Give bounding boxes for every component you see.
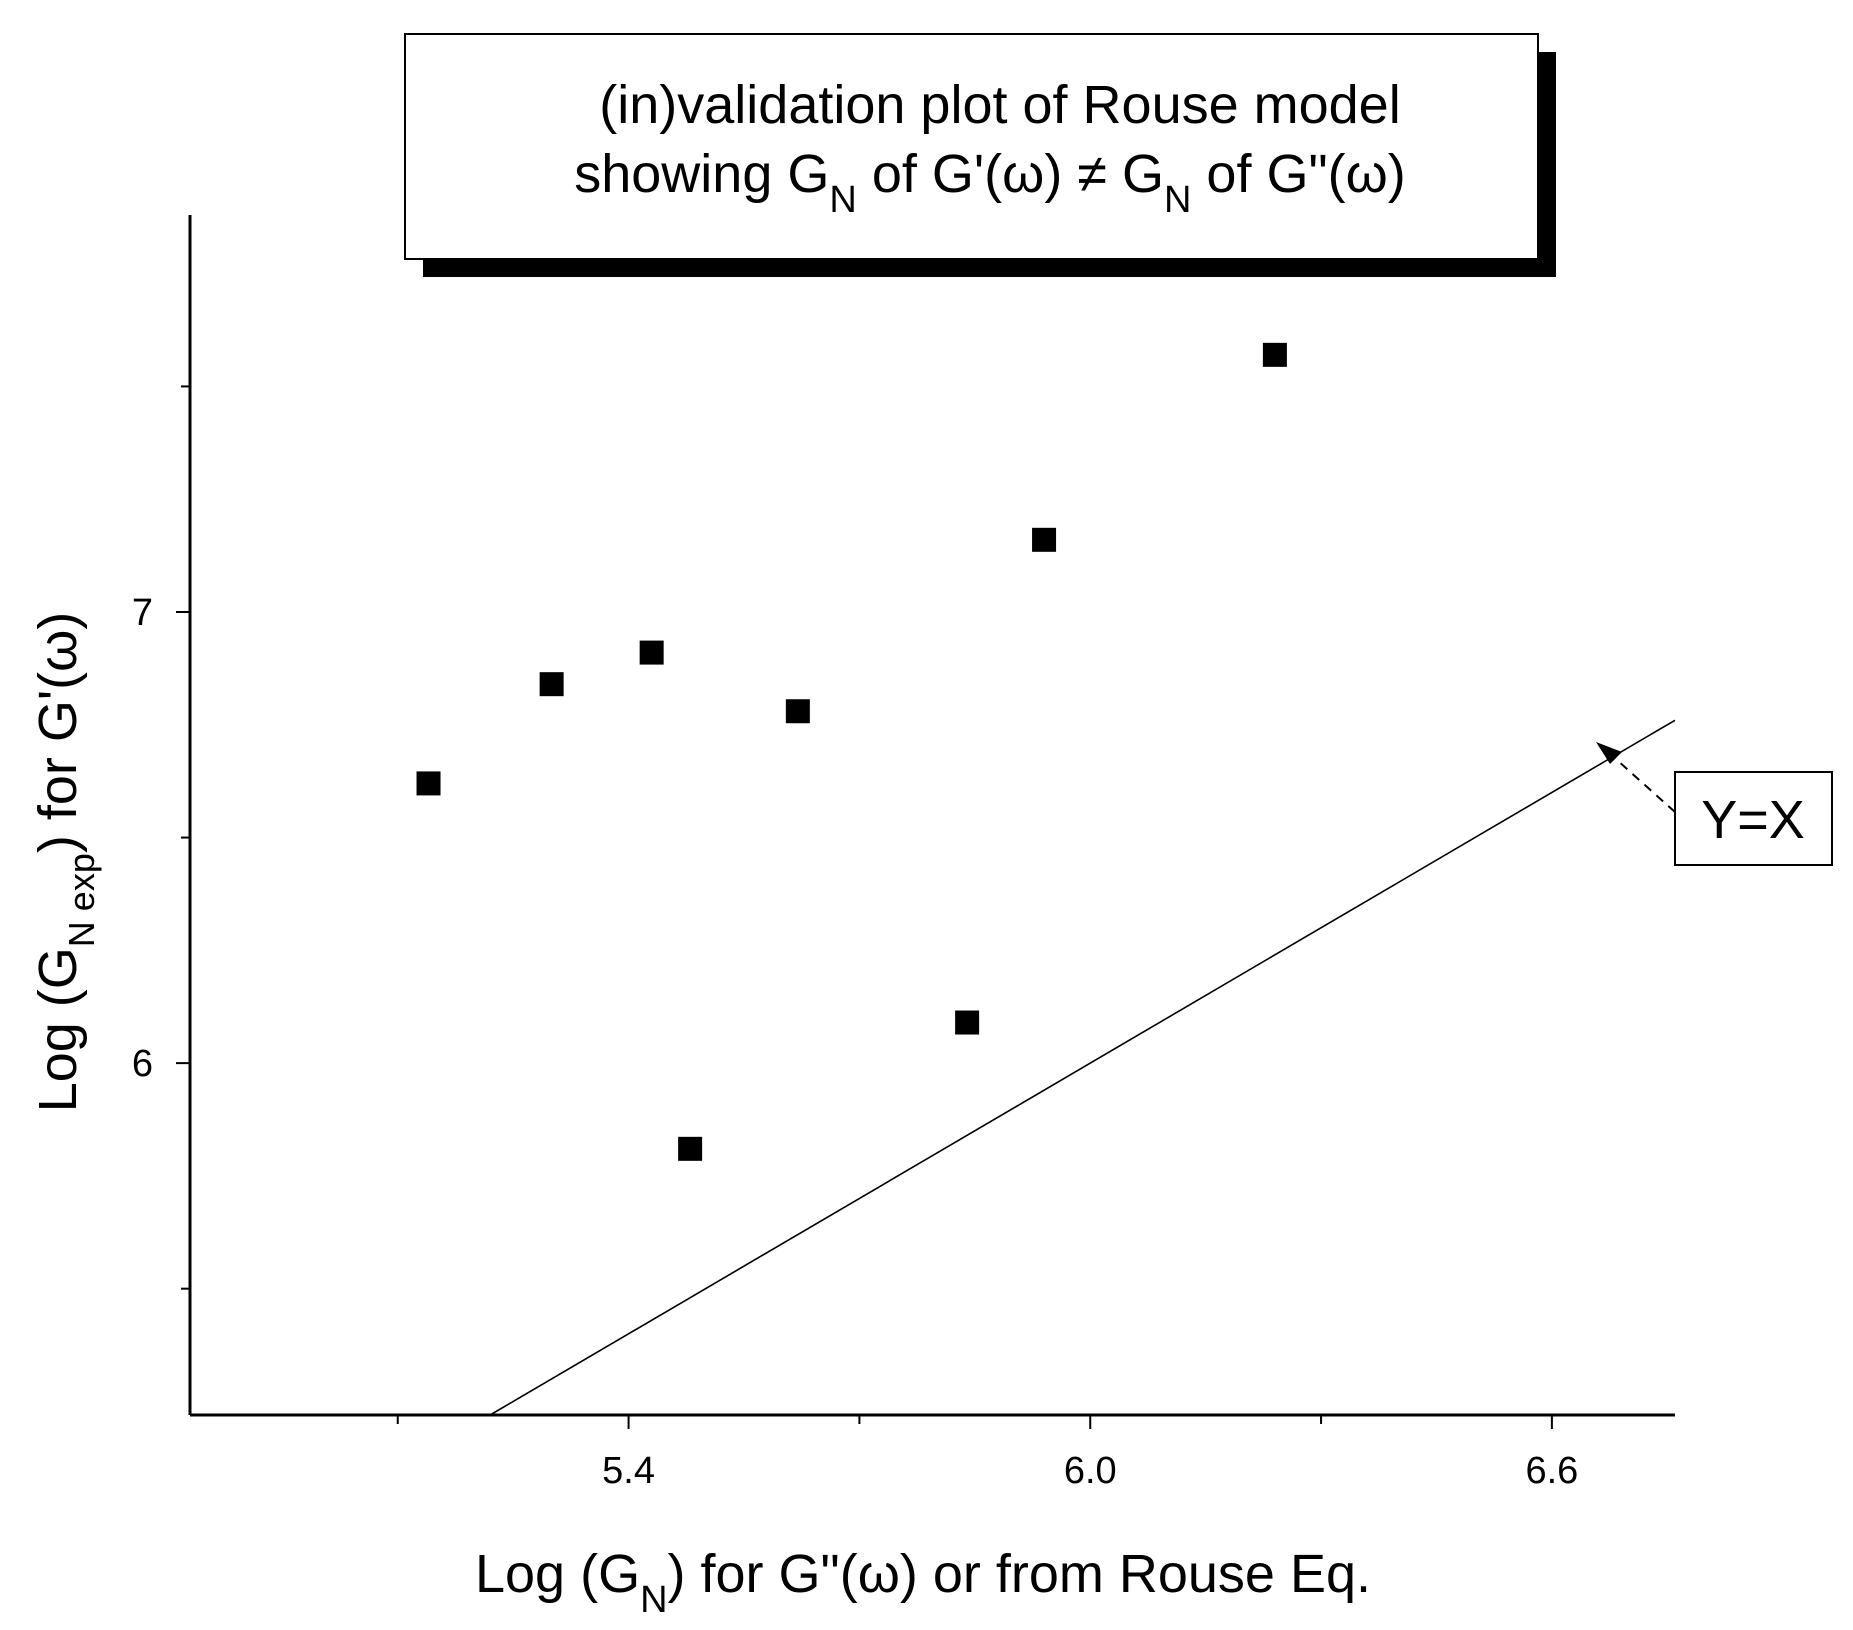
reference-arrow-head: [1596, 742, 1622, 764]
chart-title-line-2: showing GN of G'(ω) ≠ GN of G"(ω): [574, 144, 1406, 221]
x-axis-title-part-2: ) for G"(ω) or from Rouse Eq.: [668, 1544, 1371, 1604]
x-axis-title: Log (GN) for G"(ω) or from Rouse Eq.: [475, 1544, 1371, 1621]
title-box: (in)validation plot of Rouse model showi…: [404, 33, 1556, 277]
chart-title-line-2-part-3: of G"(ω): [1191, 144, 1405, 204]
data-point: [785, 699, 810, 724]
chart-title-line-2-part-2: of G'(ω) ≠ G: [857, 144, 1164, 204]
title-box-frame: [404, 33, 1539, 260]
data-point: [1262, 342, 1287, 367]
data-point: [678, 1136, 703, 1161]
y-tick-label: 7: [132, 592, 153, 634]
data-point: [639, 640, 664, 665]
y-axis-title: Log (GN exp) for G'(ω): [28, 612, 102, 1113]
x-axis-title-part-1: Log (G: [475, 1544, 640, 1604]
chart-title-line-2-subscript-2: N: [1164, 179, 1191, 221]
y-axis-title-subscript: N exp: [61, 853, 102, 947]
axes: [188, 215, 1675, 1417]
x-tick-label: 6.0: [1064, 1450, 1117, 1492]
axis-ticks: [176, 385, 1553, 1429]
data-point: [1032, 527, 1057, 552]
data-points: [416, 342, 1287, 1161]
reference-arrow-dashed: [1607, 751, 1676, 813]
chart-title-line-1-text: (in)validation plot of Rouse model: [599, 75, 1400, 135]
y-tick-label: 6: [132, 1043, 153, 1085]
chart-title-line-1: (in)validation plot of Rouse model: [599, 75, 1400, 135]
x-tick-label: 5.4: [602, 1450, 655, 1492]
y-axis-title-part-1: Log (G: [28, 947, 88, 1112]
data-point: [539, 672, 564, 697]
axis-tick-labels: 5.4 6.0 6.6 6 7: [132, 592, 1578, 1492]
reference-line-legend: Y=X: [1596, 742, 1833, 866]
reference-line-y-equals-x: [489, 719, 1676, 1416]
data-point: [955, 1010, 980, 1035]
reference-label-box: [1674, 771, 1833, 866]
chart-title-line-2-part-1: showing G: [574, 144, 829, 204]
reference-label-text: Y=X: [1701, 790, 1805, 850]
reference-line-group: [489, 719, 1676, 1416]
y-axis-title-part-2: ) for G'(ω): [28, 612, 88, 853]
x-tick-label: 6.6: [1525, 1450, 1578, 1492]
data-point: [416, 771, 441, 796]
chart-title-line-2-subscript-1: N: [829, 179, 856, 221]
x-axis-title-subscript: N: [640, 1579, 667, 1621]
